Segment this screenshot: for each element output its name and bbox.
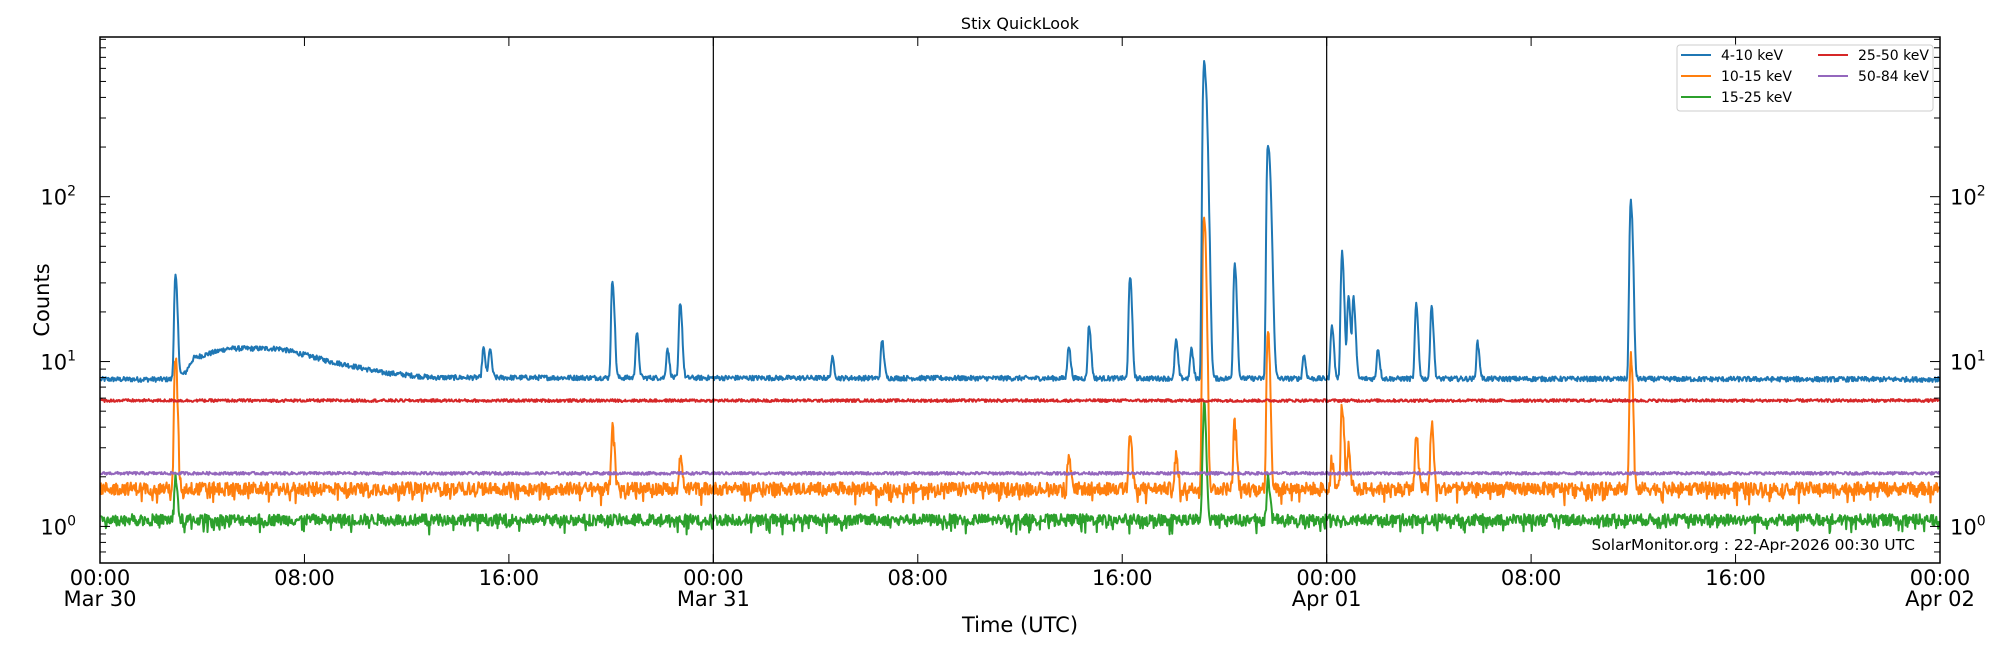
legend-label: 15-25 keV xyxy=(1721,90,1792,106)
plot-frame xyxy=(99,36,1941,564)
y-tick-exponent: 1 xyxy=(1977,349,1986,365)
x-axis-label: Time (UTC) xyxy=(961,613,1078,637)
legend-label: 25-50 keV xyxy=(1858,48,1929,64)
x-tick-date-label: Mar 30 xyxy=(63,587,136,611)
legend-label: 50-84 keV xyxy=(1858,69,1929,85)
x-tick-date-label: Apr 02 xyxy=(1905,587,1975,611)
y-axis-label: Counts xyxy=(30,263,54,336)
legend-entry: 10-15 keV xyxy=(1681,69,1792,85)
x-tick-label: 16:00 xyxy=(1092,566,1153,590)
series-line-15-25-kev xyxy=(100,399,1940,536)
legend-box xyxy=(1676,44,1934,112)
series-line-50-84-kev xyxy=(100,470,1940,476)
x-tick-label: 08:00 xyxy=(274,566,335,590)
legend-entry: 4-10 keV xyxy=(1681,48,1783,64)
y-tick-base: 10 xyxy=(1950,186,1977,210)
y-tick-label-right: 101 xyxy=(1950,349,1986,375)
x-tick-date-label: Mar 31 xyxy=(677,587,750,611)
legend-entry: 50-84 keV xyxy=(1818,69,1929,85)
series-line-10-15-kev xyxy=(100,216,1940,507)
y-tick-exponent: 2 xyxy=(67,184,76,200)
y-tick-label-right: 102 xyxy=(1950,184,1986,210)
y-tick-base: 10 xyxy=(1950,351,1977,375)
legend-entry: 15-25 keV xyxy=(1681,90,1792,106)
x-tick-label: 16:00 xyxy=(1705,566,1766,590)
y-tick-exponent: 1 xyxy=(67,349,76,365)
x-tick-date-label: Apr 01 xyxy=(1292,587,1362,611)
y-tick-label-right: 100 xyxy=(1950,513,1986,539)
source-annotation: SolarMonitor.org : 22-Apr-2026 00:30 UTC xyxy=(1591,536,1915,554)
y-tick-base: 10 xyxy=(40,515,67,539)
series-layer xyxy=(100,60,1940,536)
x-tick-label: 00:00 xyxy=(1910,566,1971,590)
y-tick-exponent: 0 xyxy=(1977,513,1986,529)
y-tick-base: 10 xyxy=(40,186,67,210)
legend-label: 4-10 keV xyxy=(1721,48,1783,64)
legend-label: 10-15 keV xyxy=(1721,69,1792,85)
y-tick-base: 10 xyxy=(1950,515,1977,539)
x-tick-label: 08:00 xyxy=(888,566,949,590)
y-tick-label: 100 xyxy=(40,513,76,539)
x-tick-label: 08:00 xyxy=(1501,566,1562,590)
legend-entry: 25-50 keV xyxy=(1818,48,1929,64)
y-tick-label: 102 xyxy=(40,184,76,210)
x-tick-label: 16:00 xyxy=(479,566,540,590)
chart-title: Stix QuickLook xyxy=(961,14,1080,33)
y-tick-label: 101 xyxy=(40,349,76,375)
y-tick-exponent: 0 xyxy=(67,513,76,529)
series-line-4-10-kev xyxy=(100,60,1940,383)
series-line-25-50-kev xyxy=(100,398,1940,403)
x-tick-label: 00:00 xyxy=(683,566,744,590)
x-tick-label: 00:00 xyxy=(1296,566,1357,590)
x-tick-label: 00:00 xyxy=(70,566,131,590)
legend: 4-10 keV 10-15 keV 15-25 keV 25-50 keV 50-84… xyxy=(1676,44,1934,112)
day-boundary-lines xyxy=(712,37,1328,563)
y-tick-base: 10 xyxy=(40,351,67,375)
y-tick-exponent: 2 xyxy=(1977,184,1986,200)
